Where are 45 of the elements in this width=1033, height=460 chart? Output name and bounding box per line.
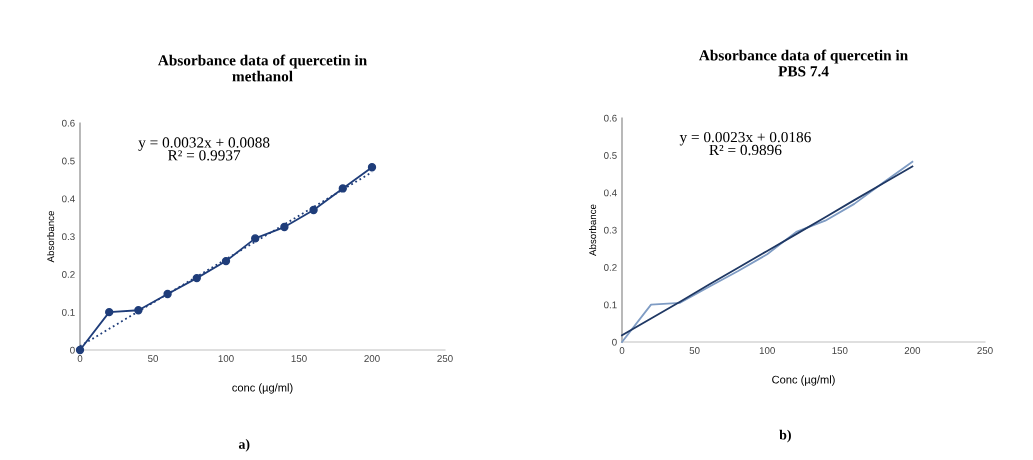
x-tick-label: 200 — [904, 347, 921, 354]
x-tick-label: 250 — [437, 355, 453, 362]
y-tick-label: 0.4 — [604, 189, 617, 197]
x-tick-label: 200 — [364, 355, 380, 362]
x-tick-label: 100 — [759, 347, 775, 354]
point — [134, 306, 143, 315]
point — [192, 273, 201, 283]
x-tick-label: 150 — [291, 355, 307, 362]
y-tick-label: 0.1 — [62, 308, 75, 316]
point — [105, 307, 114, 317]
chart-title: Absorbance data of quercetin in PBS 7.4 — [698, 49, 908, 77]
point — [367, 163, 377, 172]
x-tick-label: 50 — [147, 355, 159, 362]
x-tick-label: 0 — [619, 347, 625, 354]
x-tick-label: 250 — [977, 347, 993, 354]
y-tick-label: 0.4 — [62, 195, 75, 203]
y-tick-label: 0.5 — [604, 152, 617, 159]
text: a) — [238, 439, 250, 452]
text: b) — [779, 429, 791, 443]
point — [75, 345, 85, 355]
y-tick-label: 0.6 — [62, 119, 75, 127]
x-tick-label: 50 — [689, 347, 700, 354]
annotation: y = 0.0032x + 0.0088 R² = 0.9937 — [138, 137, 270, 161]
y-tick-label: 0.6 — [604, 114, 617, 122]
point — [163, 289, 172, 299]
x-tick-label: 0 — [77, 355, 83, 362]
y-tick-label: 0.2 — [604, 264, 617, 271]
y-tick-label: 0.3 — [62, 233, 75, 241]
y-axis-title: Absorbance — [589, 204, 597, 256]
y-tick-label: 0.2 — [62, 271, 75, 278]
y-tick-label: 0 — [612, 338, 617, 346]
point — [309, 205, 318, 215]
point — [221, 256, 231, 266]
annotation: y = 0.0023x + 0.0186 R² = 0.9896 — [679, 131, 811, 156]
point — [251, 234, 260, 243]
y-tick-label: 0.3 — [604, 226, 617, 234]
y-tick-label: 0.5 — [62, 157, 75, 165]
y-axis-title: Absorbance — [47, 210, 55, 263]
x-axis-title: Conc (µg/ml) — [772, 375, 835, 386]
y-tick-label: 0.1 — [604, 301, 617, 309]
point — [280, 222, 289, 232]
x-axis-title: conc (µg/ml) — [232, 383, 293, 394]
x-tick-label: 150 — [832, 347, 848, 354]
x-tick-label: 100 — [218, 355, 234, 362]
chart-title: Absorbance data of quercetin in methanol — [157, 54, 367, 82]
